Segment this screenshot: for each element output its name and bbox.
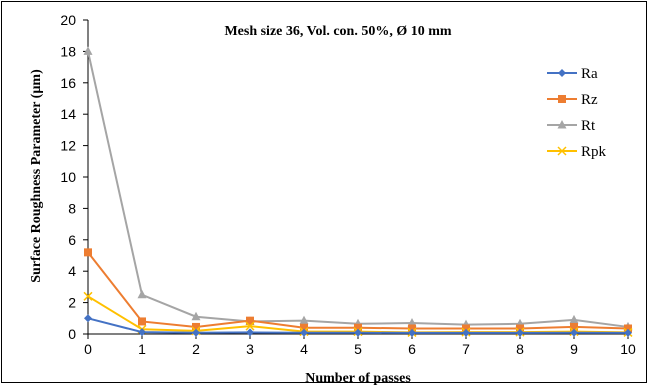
data-point-rz — [408, 324, 416, 333]
y-tick-label: 4 — [68, 263, 76, 279]
data-point-rz — [354, 323, 362, 332]
legend-marker-rz — [558, 95, 566, 103]
y-tick-label: 8 — [68, 200, 76, 216]
x-tick-label: 7 — [462, 341, 470, 357]
y-tick-label: 20 — [60, 12, 76, 28]
y-tick-label: 14 — [60, 106, 76, 122]
data-point-ra — [462, 328, 470, 337]
data-point-ra — [516, 328, 524, 337]
data-point-rt — [569, 314, 579, 324]
x-axis-label: Number of passes — [305, 371, 411, 386]
data-point-ra — [192, 328, 200, 337]
chart-title: Mesh size 36, Vol. con. 50%, Ø 10 mm — [224, 24, 451, 39]
legend-marker-rpk — [557, 146, 567, 156]
data-point-ra — [138, 328, 146, 337]
data-point-ra — [300, 328, 308, 337]
data-point-rz — [516, 324, 524, 333]
legend-marker-rt — [557, 120, 567, 129]
data-point-ra — [624, 328, 632, 337]
series-rz — [84, 248, 632, 333]
y-axis-label: Surface Roughness Parameter (µm) — [29, 69, 44, 283]
data-point-rt — [191, 311, 201, 321]
data-point-rz — [84, 248, 92, 257]
x-tick-label: 4 — [300, 341, 308, 357]
legend-item-rt: Rt — [547, 118, 596, 134]
series-rt — [83, 46, 633, 331]
x-tick-label: 10 — [620, 341, 636, 357]
legend-label-rpk: Rpk — [581, 144, 607, 160]
series-line-rz — [87, 251, 629, 330]
data-point-rt — [299, 315, 309, 325]
data-point-rz — [246, 316, 254, 325]
data-point-rz — [570, 322, 578, 331]
legend-label-rt: Rt — [581, 118, 596, 134]
legend-marker-ra — [558, 69, 566, 77]
y-tick-label: 10 — [60, 169, 76, 185]
data-point-rz — [192, 322, 200, 331]
y-tick-label: 6 — [68, 232, 76, 248]
data-point-rt — [137, 289, 147, 299]
data-point-rpk — [245, 321, 255, 331]
data-point-rz — [624, 324, 632, 333]
legend-item-rz: Rz — [547, 92, 598, 108]
y-tick-label: 16 — [60, 75, 76, 91]
data-point-ra — [570, 328, 578, 337]
x-tick-label: 6 — [408, 341, 416, 357]
series-ra — [84, 314, 632, 337]
x-tick-label: 2 — [192, 341, 200, 357]
y-tick-label: 2 — [68, 295, 76, 311]
data-point-rt — [407, 318, 417, 327]
data-point-rz — [300, 323, 308, 332]
legend: Ra Rz Rt Rpk — [547, 66, 607, 160]
data-point-rz — [138, 317, 146, 326]
x-tick-label: 5 — [354, 341, 362, 357]
y-tick-label: 18 — [60, 43, 76, 59]
legend-item-rpk: Rpk — [547, 144, 607, 160]
data-point-ra — [84, 314, 92, 323]
data-point-rt — [83, 46, 93, 55]
data-point-ra — [246, 328, 254, 337]
y-tick-label: 0 — [68, 326, 76, 342]
series-line-rt — [87, 51, 629, 328]
data-point-ra — [408, 328, 416, 337]
legend-label-ra: Ra — [581, 66, 598, 82]
data-point-rz — [462, 324, 470, 333]
y-tick-label: 12 — [60, 138, 76, 154]
series-layer — [83, 46, 633, 337]
legend-label-rz: Rz — [581, 92, 598, 108]
legend-item-ra: Ra — [547, 66, 598, 82]
data-point-ra — [354, 328, 362, 337]
x-tick-label: 3 — [246, 341, 254, 357]
x-tick-label: 1 — [138, 341, 146, 357]
x-tick-label: 9 — [570, 341, 578, 357]
x-tick-label: 8 — [516, 341, 524, 357]
x-tick-label: 0 — [84, 341, 92, 357]
data-point-rpk — [83, 291, 93, 301]
